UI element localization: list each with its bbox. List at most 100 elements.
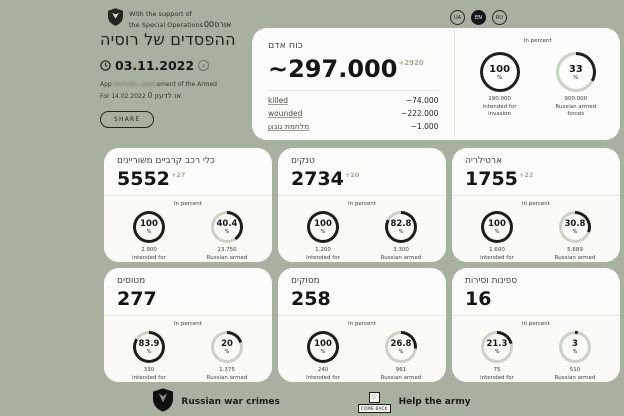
ring-gauge: 3% (559, 331, 591, 363)
ring-value: 30.8 (564, 219, 586, 229)
page-title: ההפסדים של רוסיה (100, 30, 236, 49)
help-army-label: Help the army (398, 397, 471, 407)
ring-value: 26.8 (390, 339, 412, 349)
ring-value: 100 (314, 219, 332, 229)
come-back-badge[interactable]: ♡ COME BACK (357, 391, 391, 413)
card-percent-section: In percent 100% 240 intended for invasio… (278, 315, 446, 382)
ring-value: 21.3 (486, 339, 508, 349)
note-line: Russian armed (380, 254, 422, 261)
percent-sign: % (320, 349, 326, 355)
note-line: 3.300 (393, 247, 409, 253)
personnel-percent-section: In percent 100% 190.000 intended for inv… (454, 28, 620, 140)
percent-ring-block: 100% 1.600 intended for invasion (464, 211, 530, 262)
breakdown-row: wounded ~222.000 (268, 107, 438, 120)
note-start-date: 14.02.2022 (111, 92, 146, 100)
ring-value: 100 (488, 219, 506, 229)
breakdown-value: ~74.000 (405, 96, 439, 105)
support-overlay-text: אורס00 (203, 20, 232, 30)
note-fragment-blurred: roximate asses (111, 81, 157, 88)
in-percent-label: In percent (174, 321, 202, 327)
ring-value: 3 (572, 339, 578, 349)
note-fragment: For (100, 92, 110, 100)
card-title: מסוקים (291, 276, 320, 286)
clock-icon (100, 56, 111, 75)
card-title: ארטילריה (465, 156, 503, 166)
percent-ring-block: 100% 190.000 intended for invasion (464, 52, 536, 119)
war-crimes-link[interactable]: Russian war crimes (153, 388, 280, 416)
in-percent-label: In percent (348, 201, 376, 207)
language-switcher: UA EN RU (450, 10, 507, 25)
lang-en-button[interactable]: EN (471, 10, 486, 25)
card-title: ספינות וסירות (465, 276, 518, 286)
ring-gauge: 100% (479, 52, 520, 92)
ring-note: 13.750 Russian armed forces (194, 247, 260, 262)
ring-note: 240 intended for invasion (290, 367, 356, 382)
card-title: טנקים (291, 156, 315, 166)
ring-gauge: 100% (481, 211, 513, 243)
ring-value: 100 (140, 219, 158, 229)
note-line: 2.900 (141, 247, 157, 253)
card-delta: +20 (344, 171, 360, 179)
war-crimes-shield-icon (153, 388, 174, 416)
help-army-link[interactable]: ♡ COME BACK Help the army (357, 391, 471, 413)
ring-gauge: 83.9% (133, 331, 165, 363)
note-line: intended for (480, 374, 514, 381)
percent-sign: % (146, 349, 152, 355)
source-note: Approximate assessment of the Armed For … (100, 80, 252, 102)
ring-gauge: 82.8% (385, 211, 417, 243)
ring-gauge: 100% (307, 211, 339, 243)
card-helicopters: מסוקים 258 In percent 100% 240 intended … (278, 268, 446, 382)
source-note-line1: Approximate assessment of the Armed (100, 80, 252, 90)
ring-value: 83.9 (138, 339, 160, 349)
next-date-button[interactable]: › (198, 60, 210, 71)
percent-sign: % (494, 229, 500, 235)
percent-ring-block: 21.3% 75 intended for invasion (464, 331, 530, 382)
note-line: 1.600 (489, 247, 505, 253)
support-line1: With the support of (129, 10, 192, 18)
breakdown-label-prefix: pr (268, 124, 275, 131)
breakdown-label[interactable]: killed (268, 96, 288, 105)
card-total: 1755+22 (465, 168, 607, 190)
note-line: intended for (306, 254, 340, 261)
card-percent-section: In percent 21.3% 75 intended for invasio… (452, 315, 620, 382)
ring-gauge: 40.4% (211, 211, 243, 243)
breakdown-label[interactable]: prמלחמת גוג (268, 122, 309, 131)
ring-note: 510 Russian armed forces (542, 367, 608, 382)
note-line: intended for (480, 254, 514, 261)
ring-note: 1.200 intended for invasion (290, 247, 356, 262)
note-fragment: sment of the Armed (157, 81, 217, 88)
share-button[interactable]: SHARE (100, 110, 155, 128)
note-line: 240 (317, 367, 329, 373)
breakdown-value: ~222.000 (401, 109, 439, 118)
ring-note: 5.689 Russian armed forces (542, 247, 608, 262)
ring-value: 40.4 (216, 219, 238, 229)
lang-ru-button[interactable]: RU (492, 10, 507, 25)
note-line: 1.200 (315, 247, 331, 253)
breakdown-label[interactable]: wounded (268, 109, 303, 118)
card-percent-section: In percent 100% 1.600 intended for invas… (452, 195, 620, 262)
ring-gauge: 100% (133, 211, 165, 243)
card-ships: ספינות וסירות 16 In percent 21.3% 75 int… (452, 268, 620, 382)
card-total-value: 5552 (117, 168, 170, 190)
note-line: 330 (143, 367, 155, 373)
ring-note: 961 Russian armed forces (368, 367, 434, 382)
ring-note: 1.375 Russian armed forces (194, 367, 260, 382)
equipment-cards-grid: כלי רכב קרביים משוריינים 5552+27 In perc… (104, 148, 620, 382)
ring-note: 330 intended for invasion (116, 367, 182, 382)
percent-sign: % (224, 349, 230, 355)
ring-gauge: 33% (555, 52, 596, 92)
card-percent-section: In percent 100% 2.900 intended for invas… (104, 195, 272, 262)
percent-ring-block: 83.9% 330 intended for invasion (116, 331, 182, 382)
note-line: 75 (493, 367, 501, 373)
in-percent-label: In percent (523, 38, 552, 44)
current-date: 03.11.2022 (115, 58, 195, 73)
in-percent-label: In percent (348, 321, 376, 327)
card-percent-section: In percent 100% 1.200 intended for invas… (278, 195, 446, 262)
percent-ring-block: 100% 1.200 intended for invasion (290, 211, 356, 262)
card-total: 258 (291, 288, 433, 310)
percent-ring-block: 20% 1.375 Russian armed forces (194, 331, 260, 382)
ring-value: 100 (314, 339, 332, 349)
percent-ring-block: 3% 510 Russian armed forces (542, 331, 608, 382)
lang-ua-button[interactable]: UA (450, 10, 465, 25)
